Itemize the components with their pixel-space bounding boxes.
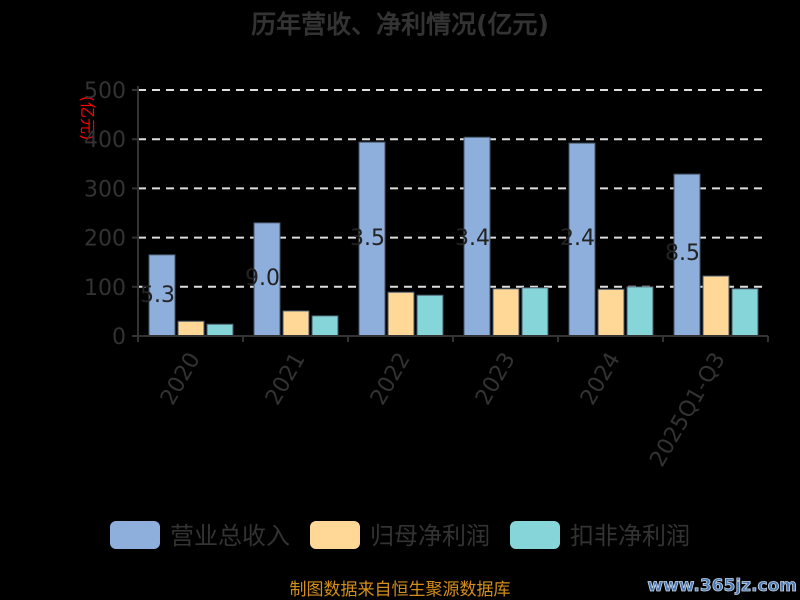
legend-swatch	[510, 521, 560, 549]
x-tick-label: 2022	[366, 349, 416, 410]
bar-net-profit	[492, 288, 520, 337]
data-label: 3.5	[350, 226, 385, 251]
source-note: 制图数据来自恒生聚源数据库	[290, 580, 511, 600]
bar-deducted-net-profit	[206, 323, 234, 337]
y-tick-label: 100	[84, 276, 126, 301]
bar-net-profit	[387, 291, 415, 337]
bar-deducted-net-profit	[416, 294, 444, 337]
x-tick-label: 2024	[576, 349, 626, 410]
data-label: 8.5	[665, 241, 700, 266]
data-label: 9.0	[245, 266, 280, 291]
bar-deducted-net-profit	[626, 286, 654, 337]
bar-revenue	[148, 254, 176, 337]
legend-item[interactable]: 扣非净利润	[510, 521, 690, 550]
x-tick-label: 2023	[471, 349, 521, 410]
legend-label: 营业总收入	[170, 522, 290, 550]
bar-revenue	[358, 141, 386, 337]
bar-revenue	[568, 142, 596, 337]
y-tick-label: 500	[84, 79, 126, 104]
data-label: 2.4	[560, 226, 595, 251]
watermark: www.365jz.com	[647, 576, 797, 596]
y-tick-label: 400	[84, 128, 126, 153]
x-tick-label: 2025Q1-Q3	[645, 349, 730, 472]
bar-deducted-net-profit	[311, 315, 339, 337]
data-label: 5.3	[140, 283, 175, 308]
bar-revenue	[463, 136, 491, 337]
chart-title: 历年营收、净利情况(亿元)	[251, 10, 549, 39]
x-tick-label: 2021	[261, 349, 311, 410]
bar-deducted-net-profit	[731, 288, 759, 337]
data-label: 3.4	[455, 226, 490, 251]
y-tick-label: 0	[112, 325, 126, 350]
y-axis-label: (亿元)	[78, 96, 97, 141]
y-tick-label: 300	[84, 177, 126, 202]
bar-revenue	[673, 173, 701, 337]
bar-net-profit	[702, 275, 730, 337]
y-tick-label: 200	[84, 227, 126, 252]
legend-swatch	[310, 521, 360, 549]
legend-item[interactable]: 营业总收入	[110, 521, 290, 550]
bar-revenue	[253, 222, 281, 337]
bar-net-profit	[282, 310, 310, 337]
bar-net-profit	[177, 320, 205, 337]
x-tick-label: 2020	[156, 349, 206, 410]
legend-item[interactable]: 归母净利润	[310, 521, 490, 550]
bar-deducted-net-profit	[521, 287, 549, 337]
legend-label: 扣非净利润	[570, 522, 690, 550]
bar-net-profit	[597, 288, 625, 337]
legend-label: 归母净利润	[370, 522, 490, 550]
legend-swatch	[110, 521, 160, 549]
